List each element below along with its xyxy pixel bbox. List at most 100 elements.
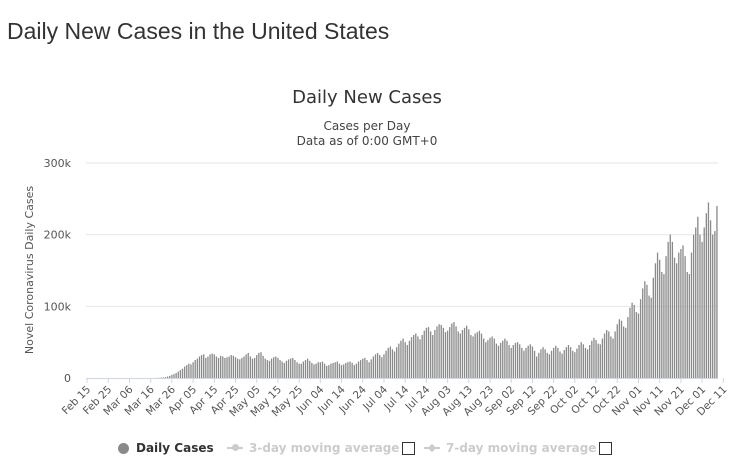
bar <box>177 371 179 378</box>
bar <box>578 345 580 378</box>
bar <box>610 336 612 378</box>
bar <box>552 347 555 378</box>
bar <box>241 357 243 378</box>
legend-label: 3-day moving average <box>249 441 400 455</box>
bar <box>317 362 319 378</box>
bar <box>635 312 638 378</box>
legend-daily-cases[interactable]: Daily Cases <box>118 439 214 457</box>
y-tick-label: 300k <box>44 157 72 170</box>
bar <box>417 336 419 378</box>
legend-3day-checkbox[interactable] <box>402 442 415 455</box>
bar <box>519 344 521 378</box>
bar <box>444 332 447 378</box>
bar <box>383 354 385 378</box>
bar <box>300 363 302 378</box>
bar <box>186 365 188 378</box>
bar <box>281 361 283 378</box>
bar <box>463 327 466 378</box>
bar <box>474 333 476 378</box>
bar <box>512 345 514 378</box>
bar <box>639 299 642 378</box>
bar <box>381 357 383 378</box>
bar <box>442 327 445 378</box>
bar <box>245 354 247 378</box>
bar <box>292 357 294 378</box>
bar <box>548 354 551 378</box>
bar <box>391 349 394 378</box>
bar <box>364 357 366 378</box>
legend-dot-icon <box>118 442 129 454</box>
bar <box>675 263 678 378</box>
bar <box>355 363 358 378</box>
y-axis-label: Novel Coronavirus Daily Cases <box>23 186 36 354</box>
legend-line-icon <box>424 447 440 449</box>
bar <box>222 356 224 378</box>
y-tick-label: 0 <box>64 372 71 385</box>
bar <box>559 351 561 378</box>
bar <box>542 347 544 378</box>
bar <box>712 234 714 378</box>
bar <box>591 340 593 378</box>
bar <box>673 257 676 378</box>
bar <box>306 358 309 378</box>
bar <box>576 348 578 378</box>
bar <box>296 362 298 378</box>
bar <box>614 331 616 378</box>
bar <box>393 351 396 378</box>
bar <box>572 350 574 378</box>
bar <box>179 370 182 378</box>
bar <box>336 361 338 378</box>
legend-label: Daily Cases <box>136 441 214 455</box>
bar <box>612 338 614 378</box>
bar <box>419 339 421 378</box>
y-axis: 0 100k 200k 300k <box>44 157 72 385</box>
bar <box>449 327 451 378</box>
bar <box>510 347 512 378</box>
bar <box>580 342 582 378</box>
bar <box>200 355 203 378</box>
bar <box>540 349 542 378</box>
bar <box>427 327 430 378</box>
bar <box>169 375 171 378</box>
bar <box>695 227 697 378</box>
bar <box>451 323 453 378</box>
bar <box>183 366 186 378</box>
bar <box>338 363 341 378</box>
legend-3day-average[interactable]: 3-day moving average <box>227 439 399 457</box>
bar <box>533 350 536 378</box>
bar <box>349 361 351 378</box>
bar <box>376 352 379 378</box>
bar <box>400 340 402 378</box>
bar <box>298 363 300 378</box>
legend-7day-average[interactable]: 7-day moving average <box>424 439 596 457</box>
bar <box>468 329 470 378</box>
bar <box>525 347 527 378</box>
bar <box>239 359 241 378</box>
legend-label: 7-day moving average <box>446 441 597 455</box>
bar <box>323 363 326 378</box>
bar <box>601 338 604 378</box>
bar <box>529 344 531 378</box>
bar <box>256 355 258 378</box>
bar <box>487 340 489 378</box>
bar <box>502 340 504 378</box>
bar <box>669 234 671 378</box>
bar <box>253 357 256 378</box>
bar <box>260 352 262 378</box>
bar <box>362 358 364 378</box>
bar <box>351 362 353 378</box>
bar <box>561 353 563 378</box>
bar <box>275 356 277 378</box>
bar <box>175 372 177 378</box>
bar <box>321 361 324 378</box>
bar <box>226 357 228 378</box>
grid <box>86 162 718 307</box>
bar <box>357 361 360 378</box>
legend-7day-checkbox[interactable] <box>599 442 612 455</box>
bar <box>716 206 718 378</box>
bar <box>387 347 389 378</box>
bars <box>145 202 718 378</box>
bar <box>408 340 411 378</box>
bar <box>285 360 288 378</box>
